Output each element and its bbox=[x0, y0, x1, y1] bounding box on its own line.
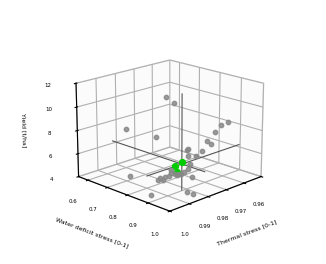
Y-axis label: Water deficit stress [0-1]: Water deficit stress [0-1] bbox=[55, 216, 130, 249]
X-axis label: Thermal stress [0-1]: Thermal stress [0-1] bbox=[217, 219, 278, 246]
